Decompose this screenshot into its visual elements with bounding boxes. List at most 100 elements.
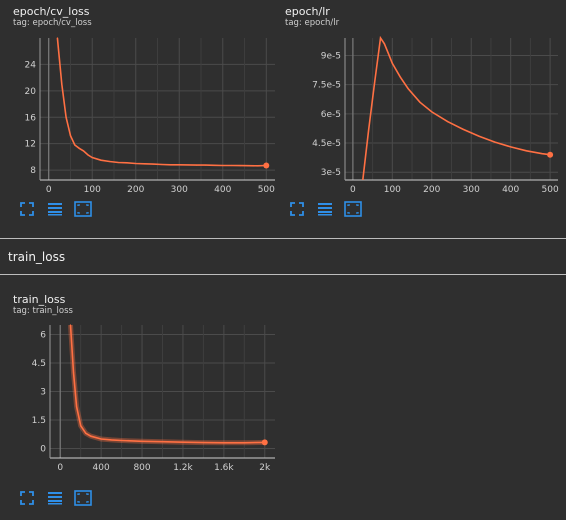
data-point [169, 164, 172, 166]
data-point [100, 438, 102, 440]
x-tick-label: 500 [542, 185, 559, 195]
data-point [248, 165, 250, 167]
data-point [61, 83, 63, 85]
x-tick-label: 100 [84, 185, 101, 195]
fit-domain-icon[interactable] [74, 201, 92, 217]
chart-toolbar [288, 201, 362, 217]
data-point [462, 128, 464, 131]
x-tick-label: 1.2k [173, 463, 193, 473]
data-point [239, 165, 241, 167]
chart-tag: tag: train_loss [13, 306, 73, 316]
data-point [383, 43, 386, 45]
data-point [56, 37, 59, 39]
x-tick-label: 800 [133, 463, 150, 473]
chart-card-cv-loss: epoch/cv_loss tag: epoch/cv_loss 0 100 200… [0, 0, 283, 235]
y-tick-label: 4.5e-5 [312, 139, 341, 149]
x-tick-label: 200 [127, 185, 144, 195]
cv-loss-chart[interactable]: 0 100 200 300 400 500 8 12 16 20 24 [0, 0, 283, 200]
data-point [256, 165, 259, 167]
data-point [82, 150, 85, 152]
fullscreen-icon[interactable] [18, 201, 36, 217]
chart-tag: tag: epoch/cv_loss [13, 18, 92, 28]
data-point [510, 146, 512, 148]
data-point [230, 164, 233, 167]
data-point [204, 164, 206, 166]
data-point [541, 153, 543, 155]
data-point [399, 76, 401, 78]
y-tick-label: 16 [25, 113, 37, 123]
y-tick-label: 6e-5 [321, 110, 341, 120]
data-point [391, 62, 393, 64]
x-tick-label: 500 [258, 185, 275, 195]
x-tick-label: 400 [214, 185, 231, 195]
legend-list-icon[interactable] [316, 201, 334, 217]
data-point [90, 435, 92, 437]
data-point [431, 111, 433, 113]
data-point [196, 164, 198, 166]
x-tick-label: 0 [46, 185, 52, 195]
data-point [243, 442, 245, 444]
train-loss-chart[interactable]: 0 400 800 1.2k 1.6k 2k 0 1.5 3 4.5 6 [0, 288, 283, 488]
lr-chart[interactable]: 0 100 200 300 400 500 3e-5 4.5e-5 6e-5 7.5e-5 9e-5 [283, 0, 566, 200]
data-point [161, 441, 164, 443]
data-point [85, 432, 87, 434]
fit-domain-icon[interactable] [74, 490, 92, 506]
data-point [69, 135, 72, 137]
data-point [373, 82, 376, 84]
x-tick-label: 400 [502, 185, 519, 195]
y-tick-label: 9e-5 [321, 52, 341, 62]
x-tick-label: 300 [171, 185, 188, 195]
chart-title: epoch/cv_loss [13, 5, 90, 18]
chart-title: epoch/lr [285, 5, 330, 18]
data-point [117, 161, 119, 164]
x-tick-label: 400 [93, 463, 110, 473]
data-point [407, 87, 409, 90]
x-tick-label: 100 [384, 185, 401, 195]
fullscreen-icon[interactable] [288, 201, 306, 217]
section-title[interactable]: train_loss [8, 250, 66, 264]
data-point [75, 406, 78, 408]
data-point [100, 159, 102, 161]
legend-list-icon[interactable] [46, 490, 64, 506]
y-tick-label: 20 [25, 87, 37, 97]
x-tick-label: 300 [463, 185, 480, 195]
x-tick-label: 200 [423, 185, 440, 195]
data-point [178, 164, 180, 166]
legend-list-icon[interactable] [46, 201, 64, 217]
data-point [525, 150, 528, 152]
data-point [91, 156, 93, 159]
data-point [368, 128, 370, 131]
data-point [419, 101, 421, 103]
x-tick-label: 0 [350, 185, 356, 195]
data-point [161, 163, 163, 166]
data-point [120, 439, 123, 442]
series-line-smoothing-halo [68, 324, 265, 446]
x-tick-label: 2k [259, 463, 271, 473]
chart-toolbar [18, 490, 92, 506]
y-tick-label: 12 [25, 140, 36, 150]
data-point [152, 163, 154, 165]
data-point [69, 324, 72, 326]
y-tick-label: 7.5e-5 [312, 81, 341, 91]
data-point [379, 37, 382, 39]
section-divider-top [0, 238, 566, 239]
data-point [213, 164, 215, 166]
y-tick-label: 6 [40, 331, 46, 341]
data-point [202, 442, 205, 444]
data-point [80, 425, 82, 427]
chart-title: train_loss [13, 293, 66, 306]
data-point [362, 179, 364, 180]
y-tick-label: 8 [30, 166, 36, 176]
section-divider-bottom [0, 274, 566, 275]
fullscreen-icon[interactable] [18, 490, 36, 506]
series-end-marker [263, 162, 270, 169]
y-tick-label: 3 [40, 388, 46, 398]
series-line [362, 36, 551, 180]
series-line [69, 324, 265, 444]
data-point [478, 135, 480, 137]
y-tick-label: 1.5 [32, 416, 46, 426]
y-tick-label: 24 [25, 60, 37, 70]
fit-domain-icon[interactable] [344, 201, 362, 217]
series-end-marker [547, 151, 554, 158]
y-tick-label: 0 [40, 445, 46, 455]
